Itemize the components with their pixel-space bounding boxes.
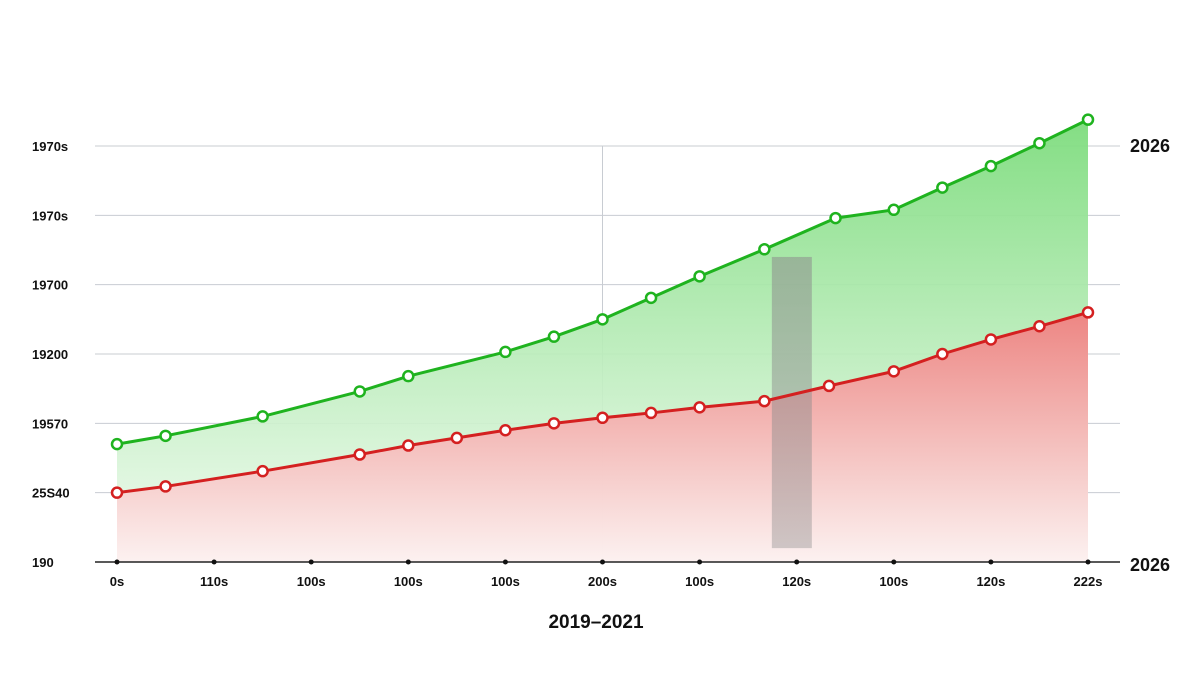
- data-point: [829, 211, 842, 225]
- x-tick-mark: [600, 559, 605, 565]
- data-point: [402, 439, 415, 452]
- data-point: [1033, 136, 1046, 150]
- y-tick-label: 19200: [32, 347, 68, 362]
- data-point: [1033, 320, 1046, 333]
- y-tick-label: 1970s: [32, 139, 68, 154]
- x-tick-label: 100s: [685, 574, 714, 589]
- x-axis: 0s 110s 100s 100s 100s 200s 100s 120s 100s 120s 22…: [95, 559, 1120, 589]
- x-tick-mark: [308, 559, 314, 565]
- data-point: [1081, 306, 1095, 319]
- data-point: [758, 243, 771, 256]
- x-tick-label: 120s: [976, 574, 1005, 589]
- data-point: [353, 448, 366, 461]
- x-tick-mark: [697, 559, 703, 565]
- data-point: [936, 181, 949, 194]
- data-point: [499, 345, 512, 359]
- data-point: [353, 385, 366, 398]
- data-point: [984, 333, 998, 346]
- data-point: [256, 464, 269, 478]
- y-tick-label: 190: [32, 555, 54, 570]
- x-tick-mark: [405, 559, 411, 565]
- data-point: [693, 270, 706, 283]
- highlight-band-layer: [771, 256, 812, 549]
- data-point: [693, 401, 706, 414]
- data-point: [596, 313, 609, 326]
- data-point: [596, 411, 609, 425]
- data-point: [159, 480, 172, 493]
- data-point: [1081, 113, 1095, 126]
- data-point: [256, 410, 269, 423]
- data-point: [644, 406, 658, 420]
- data-point: [110, 486, 124, 499]
- y-tick-label: 19570: [32, 416, 68, 431]
- x-tick-label: 222s: [1074, 574, 1103, 589]
- x-tick-label: 100s: [394, 574, 423, 589]
- x-tick-label: 100s: [297, 574, 326, 589]
- data-point: [110, 437, 124, 451]
- right-label-bottom: 2026: [1130, 555, 1170, 575]
- x-axis-title: 2019–2021: [548, 612, 644, 633]
- x-tick-label: 100s: [879, 574, 908, 589]
- data-point: [887, 365, 901, 378]
- y-tick-label: 1970s: [32, 208, 68, 223]
- x-tick-mark: [211, 559, 217, 565]
- data-point: [936, 347, 949, 361]
- data-point: [758, 394, 771, 408]
- x-tick-label: 120s: [782, 574, 811, 589]
- data-point: [450, 431, 464, 445]
- x-tick-mark: [1085, 559, 1091, 565]
- data-point: [644, 291, 658, 305]
- highlight-band: [771, 256, 812, 549]
- data-point: [499, 424, 512, 437]
- axis-labels: 2019–2021: [548, 612, 644, 633]
- data-point: [887, 203, 901, 217]
- data-point: [547, 330, 561, 343]
- x-tick-label: 110s: [200, 574, 228, 589]
- data-point: [402, 369, 415, 383]
- y-tick-label: 19700: [32, 278, 68, 293]
- y-tick-label: 25S40: [32, 486, 70, 501]
- x-tick-label: 200s: [588, 574, 617, 589]
- x-tick-mark: [502, 559, 508, 565]
- series-area-1: [117, 312, 1088, 562]
- x-tick-label: 100s: [491, 574, 520, 589]
- x-tick-mark: [891, 559, 897, 565]
- x-tick-mark: [114, 559, 120, 565]
- data-point: [984, 159, 998, 173]
- series-points: [110, 113, 1095, 499]
- data-point: [547, 417, 561, 430]
- x-tick-label: 0s: [110, 574, 124, 589]
- right-label-top: 2026: [1130, 136, 1170, 156]
- data-point: [822, 379, 836, 393]
- series-line-1: [116, 310, 1089, 495]
- x-tick-mark: [794, 559, 800, 565]
- data-point: [159, 429, 172, 443]
- x-tick-mark: [988, 559, 994, 565]
